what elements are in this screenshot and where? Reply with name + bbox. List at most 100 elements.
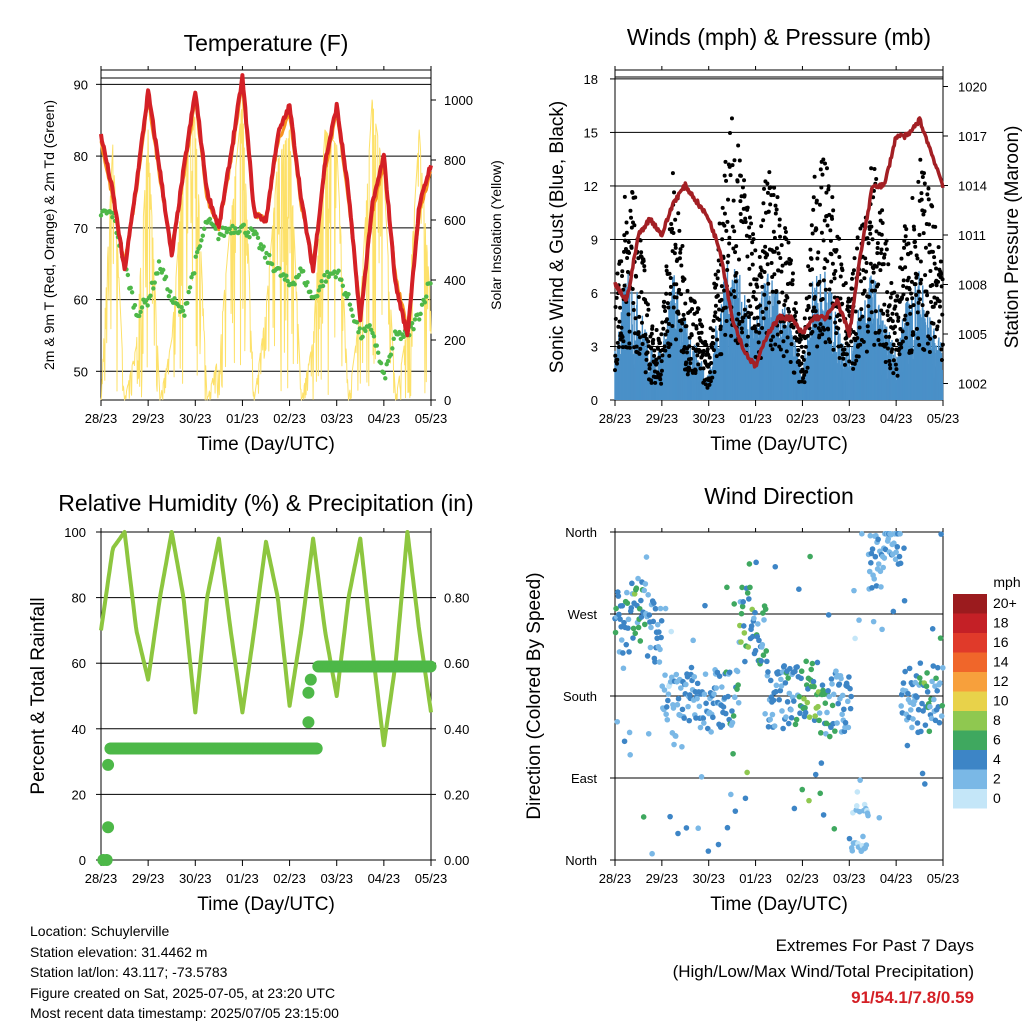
- gust-point: [885, 313, 890, 318]
- dewpoint-point: [354, 320, 360, 325]
- gust-point: [869, 166, 874, 171]
- gust-point: [887, 334, 892, 339]
- gust-point: [922, 181, 927, 186]
- direction-point: [745, 644, 752, 650]
- gust-point: [709, 361, 714, 366]
- extremes-subtitle: (High/Low/Max Wind/Total Precipitation): [672, 962, 974, 981]
- gust-point: [784, 237, 789, 242]
- gust-point: [827, 315, 832, 320]
- direction-point: [756, 637, 762, 644]
- y-tick-label: 70: [74, 221, 88, 236]
- direction-point: [654, 621, 661, 628]
- gust-point: [870, 279, 875, 284]
- gust-point: [754, 329, 759, 334]
- gust-point: [803, 344, 808, 349]
- x-tick-label: 02/23: [786, 871, 819, 886]
- gust-point: [645, 350, 650, 355]
- gust-point: [620, 345, 625, 350]
- gust-point: [893, 362, 898, 367]
- direction-point: [939, 702, 946, 709]
- gust-point: [663, 308, 668, 313]
- gust-point: [857, 317, 862, 322]
- direction-point: [690, 637, 696, 644]
- gust-point: [838, 296, 843, 301]
- direction-point: [937, 680, 943, 686]
- dewpoint-point: [128, 285, 133, 291]
- direction-point: [724, 824, 731, 831]
- dewpoint-point: [336, 268, 341, 273]
- direction-point: [724, 584, 730, 591]
- gust-point: [613, 316, 618, 321]
- gust-point: [831, 208, 836, 213]
- gust-point: [924, 289, 929, 294]
- direction-point: [796, 693, 803, 700]
- gust-point: [692, 300, 697, 305]
- direction-point: [746, 561, 753, 567]
- x-tick-label: 01/23: [226, 871, 259, 886]
- gust-point: [640, 342, 645, 347]
- gust-point: [673, 217, 678, 222]
- direction-point: [735, 699, 742, 706]
- gust-point: [879, 308, 884, 313]
- gust-point: [755, 284, 760, 289]
- gust-point: [808, 247, 813, 252]
- gust-point: [933, 301, 938, 306]
- gust-point: [730, 163, 735, 168]
- direction-point: [796, 586, 802, 592]
- direction-point: [763, 648, 770, 654]
- gust-point: [653, 380, 658, 385]
- legend-swatch: [953, 711, 987, 731]
- gust-point: [744, 343, 749, 348]
- gust-point: [638, 335, 643, 340]
- gust-point: [935, 324, 940, 329]
- y2-tick-label: 600: [444, 213, 466, 228]
- gust-point: [627, 250, 632, 255]
- direction-point: [735, 682, 741, 688]
- gust-point: [880, 208, 885, 213]
- direction-point: [934, 664, 941, 671]
- gust-point: [781, 354, 786, 359]
- dewpoint-point: [333, 274, 338, 280]
- gust-point: [660, 320, 665, 325]
- gust-point: [930, 204, 935, 209]
- dewpoint-point: [136, 313, 142, 319]
- gust-point: [823, 287, 828, 292]
- gust-point: [772, 235, 777, 240]
- gust-point: [722, 223, 727, 228]
- gust-point: [674, 337, 679, 342]
- gust-point: [801, 376, 806, 381]
- gust-point: [869, 310, 874, 315]
- gust-point: [671, 230, 676, 235]
- y2-tick-label: 1002: [958, 377, 987, 392]
- gust-point: [793, 301, 798, 306]
- gust-point: [715, 293, 720, 298]
- gust-point: [873, 309, 878, 314]
- direction-point: [614, 718, 621, 725]
- gust-point: [896, 315, 901, 320]
- gust-point: [893, 304, 898, 309]
- gust-point: [833, 320, 838, 325]
- gust-point: [624, 230, 629, 235]
- gust-point: [779, 269, 784, 274]
- gust-point: [900, 329, 905, 334]
- direction-point: [832, 728, 838, 734]
- direction-point: [730, 713, 737, 719]
- gust-point: [885, 346, 890, 351]
- direction-point: [779, 708, 785, 714]
- gust-point: [888, 366, 893, 371]
- gust-point: [719, 352, 724, 357]
- direction-point: [702, 671, 709, 677]
- gust-point: [818, 322, 823, 327]
- gust-point: [801, 357, 806, 362]
- gust-point: [800, 369, 805, 374]
- gust-point: [882, 255, 887, 260]
- y-tick-label: East: [571, 771, 597, 786]
- direction-point: [683, 681, 689, 688]
- gust-point: [905, 297, 910, 302]
- info-elevation: Station elevation: 31.4462 m: [30, 943, 208, 960]
- direction-point: [783, 714, 789, 720]
- gust-point: [668, 342, 673, 347]
- y2-tick-label: 1020: [958, 80, 987, 95]
- dewpoint-point: [216, 236, 221, 242]
- direction-point: [919, 700, 925, 707]
